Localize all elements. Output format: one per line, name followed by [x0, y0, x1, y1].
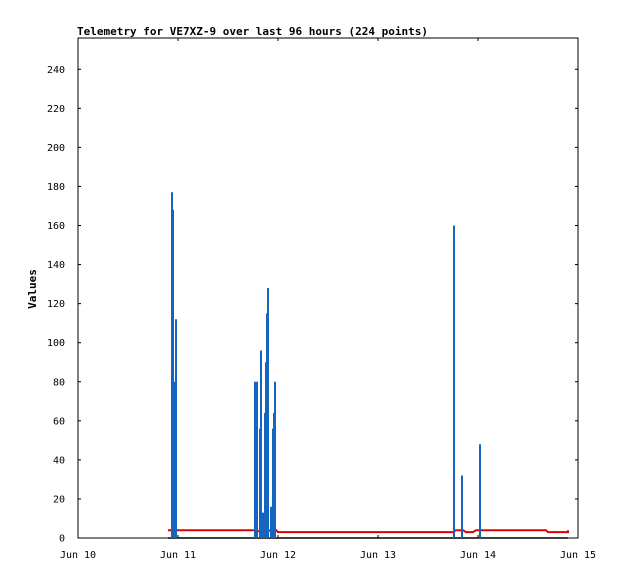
y-axis-label: Values — [26, 269, 39, 309]
chart-title: Telemetry for VE7XZ-9 over last 96 hours… — [77, 25, 428, 38]
x-tick-label: Jun 13 — [360, 550, 396, 561]
y-tick-label: 80 — [53, 377, 65, 388]
series-layer — [168, 192, 569, 539]
x-tick-label: Jun 12 — [260, 550, 296, 561]
x-tick-label: Jun 15 — [560, 550, 596, 561]
y-tick-label: 240 — [47, 65, 65, 76]
y-tick-label: 160 — [47, 221, 65, 232]
y-tick-label: 0 — [59, 534, 65, 545]
red-series-line — [168, 529, 569, 534]
y-tick-label: 60 — [53, 416, 65, 427]
y-tick-label: 220 — [47, 104, 65, 115]
y-tick-label: 100 — [47, 338, 65, 349]
plot-frame — [77, 37, 579, 539]
y-tick-label: 120 — [47, 299, 65, 310]
y-tick-label: 40 — [53, 455, 65, 466]
y-tick-label: 180 — [47, 182, 65, 193]
x-axis: Jun 10 Jun 11 Jun 12 Jun 13 Jun 14 Jun 15 — [60, 38, 596, 561]
x-tick-label: Jun 10 — [60, 550, 96, 561]
y-axis: 0 20 40 60 80 100 120 140 160 180 200 220 240 — [47, 65, 578, 545]
y-tick-label: 200 — [47, 143, 65, 154]
y-tick-label: 20 — [53, 494, 65, 505]
x-tick-label: Jun 14 — [460, 550, 496, 561]
x-tick-label: Jun 11 — [160, 550, 196, 561]
y-tick-label: 140 — [47, 260, 65, 271]
